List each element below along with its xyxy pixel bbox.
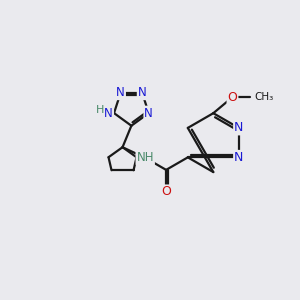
Text: N: N	[116, 86, 125, 99]
Text: N: N	[234, 122, 244, 134]
Text: CH₃: CH₃	[255, 92, 274, 102]
Text: N: N	[234, 151, 244, 164]
Text: H: H	[96, 105, 104, 115]
Text: N: N	[138, 86, 146, 99]
Text: N: N	[104, 106, 113, 120]
Text: NH: NH	[136, 151, 154, 164]
Text: O: O	[161, 185, 171, 199]
Text: O: O	[227, 91, 237, 103]
Text: N: N	[144, 106, 153, 120]
